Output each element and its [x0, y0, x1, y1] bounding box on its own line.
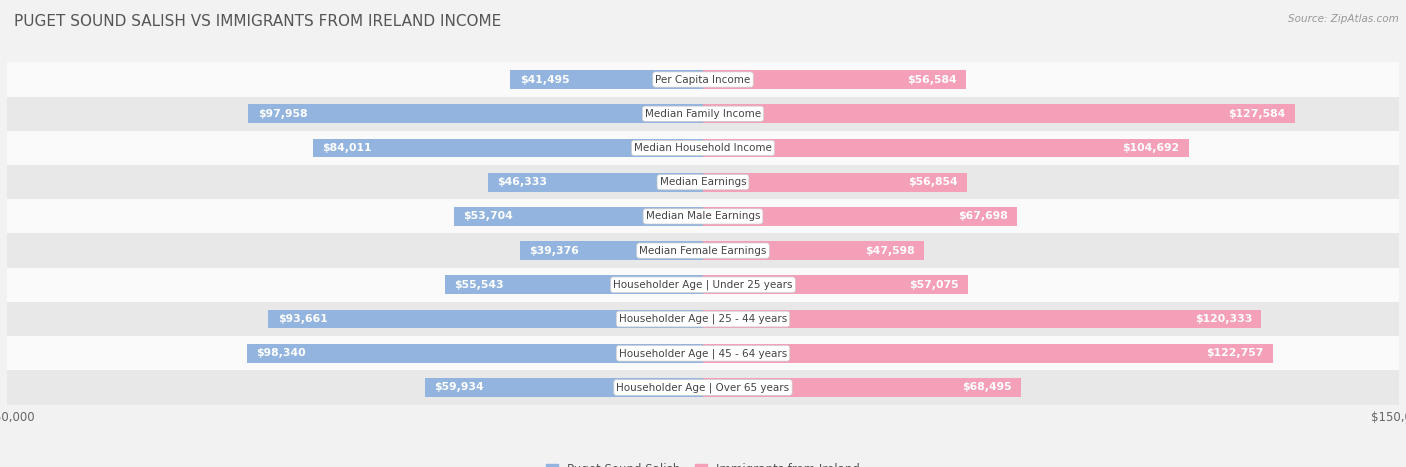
Bar: [7, 199, 1399, 234]
Bar: [269, 310, 703, 328]
Bar: [703, 344, 1272, 363]
Text: $39,376: $39,376: [530, 246, 579, 255]
Bar: [7, 63, 1399, 97]
Text: $84,011: $84,011: [322, 143, 373, 153]
Legend: Puget Sound Salish, Immigrants from Ireland: Puget Sound Salish, Immigrants from Irel…: [546, 463, 860, 467]
Text: $53,704: $53,704: [463, 212, 513, 221]
Text: $41,495: $41,495: [520, 75, 569, 85]
Bar: [246, 344, 703, 363]
Bar: [7, 336, 1399, 370]
Bar: [7, 97, 1399, 131]
Bar: [520, 241, 703, 260]
Bar: [703, 241, 924, 260]
Text: $98,340: $98,340: [256, 348, 305, 358]
Bar: [703, 310, 1261, 328]
Bar: [488, 173, 703, 191]
Bar: [510, 70, 703, 89]
Bar: [249, 104, 703, 123]
Bar: [703, 104, 1295, 123]
Text: Median Household Income: Median Household Income: [634, 143, 772, 153]
Text: $122,757: $122,757: [1206, 348, 1263, 358]
Bar: [703, 276, 967, 294]
Bar: [446, 276, 703, 294]
Text: Median Family Income: Median Family Income: [645, 109, 761, 119]
Text: $46,333: $46,333: [498, 177, 547, 187]
Bar: [7, 370, 1399, 404]
Text: $67,698: $67,698: [957, 212, 1008, 221]
Bar: [703, 139, 1188, 157]
Text: $56,854: $56,854: [908, 177, 957, 187]
Text: Median Male Earnings: Median Male Earnings: [645, 212, 761, 221]
Text: $104,692: $104,692: [1122, 143, 1180, 153]
Bar: [703, 173, 967, 191]
Text: Per Capita Income: Per Capita Income: [655, 75, 751, 85]
Bar: [7, 131, 1399, 165]
Text: Householder Age | Over 65 years: Householder Age | Over 65 years: [616, 382, 790, 393]
Bar: [7, 302, 1399, 336]
Bar: [7, 268, 1399, 302]
Text: $55,543: $55,543: [454, 280, 505, 290]
Text: $127,584: $127,584: [1229, 109, 1285, 119]
Text: $47,598: $47,598: [865, 246, 914, 255]
Bar: [703, 207, 1017, 226]
Bar: [7, 234, 1399, 268]
Text: $59,934: $59,934: [434, 382, 484, 392]
Text: $120,333: $120,333: [1195, 314, 1251, 324]
Text: Median Earnings: Median Earnings: [659, 177, 747, 187]
Bar: [314, 139, 703, 157]
Text: Householder Age | Under 25 years: Householder Age | Under 25 years: [613, 280, 793, 290]
Text: $68,495: $68,495: [962, 382, 1011, 392]
Bar: [425, 378, 703, 397]
Text: Source: ZipAtlas.com: Source: ZipAtlas.com: [1288, 14, 1399, 24]
Text: Median Female Earnings: Median Female Earnings: [640, 246, 766, 255]
Text: Householder Age | 45 - 64 years: Householder Age | 45 - 64 years: [619, 348, 787, 359]
Text: PUGET SOUND SALISH VS IMMIGRANTS FROM IRELAND INCOME: PUGET SOUND SALISH VS IMMIGRANTS FROM IR…: [14, 14, 502, 29]
Text: $56,584: $56,584: [907, 75, 956, 85]
Bar: [7, 165, 1399, 199]
Text: Householder Age | 25 - 44 years: Householder Age | 25 - 44 years: [619, 314, 787, 324]
Bar: [454, 207, 703, 226]
Text: $93,661: $93,661: [278, 314, 328, 324]
Bar: [703, 378, 1021, 397]
Bar: [703, 70, 966, 89]
Text: $57,075: $57,075: [908, 280, 959, 290]
Text: $97,958: $97,958: [257, 109, 308, 119]
